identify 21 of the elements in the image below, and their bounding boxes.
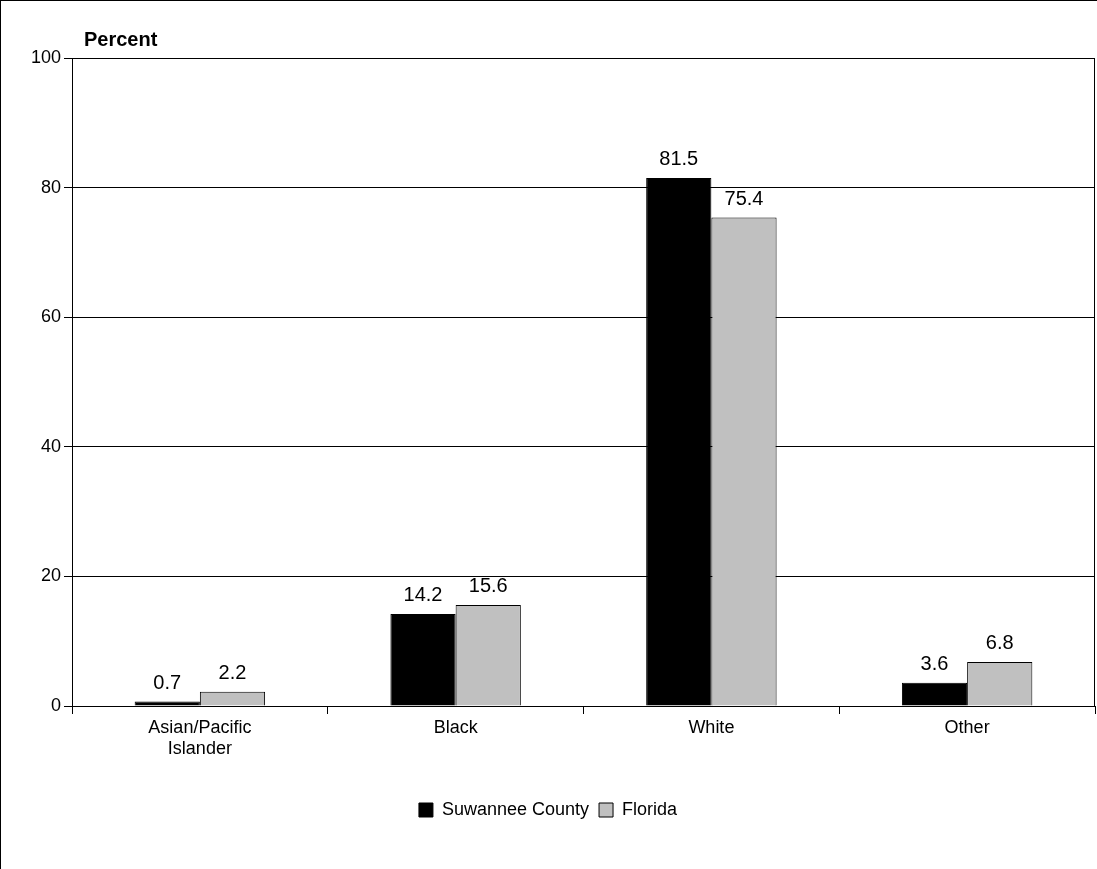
data-label: 15.6 <box>468 574 508 597</box>
y-tick-label: 20 <box>40 565 61 586</box>
y-tick-label: 80 <box>40 176 61 197</box>
data-label: 75.4 <box>724 186 764 209</box>
x-tick-label: Asian/Pacific Islander <box>148 716 252 759</box>
data-label: 81.5 <box>659 147 699 170</box>
legend-label: Suwannee County <box>441 798 590 819</box>
x-tick-label: White <box>688 716 735 737</box>
data-label: 14.2 <box>403 583 443 606</box>
y-tick-label: 0 <box>50 694 61 715</box>
legend-label: Florida <box>622 798 679 819</box>
data-label: 2.2 <box>218 661 247 684</box>
y-axis-title: Percent <box>84 27 158 50</box>
data-label: 0.7 <box>153 670 182 693</box>
x-tick-label: Black <box>433 716 479 737</box>
y-tick-label: 40 <box>40 435 61 456</box>
x-tick-label: Other <box>944 716 990 737</box>
data-label: 3.6 <box>920 652 949 675</box>
data-label: 6.8 <box>985 631 1014 654</box>
y-tick-label: 60 <box>40 306 61 327</box>
y-tick-label: 100 <box>30 46 61 67</box>
